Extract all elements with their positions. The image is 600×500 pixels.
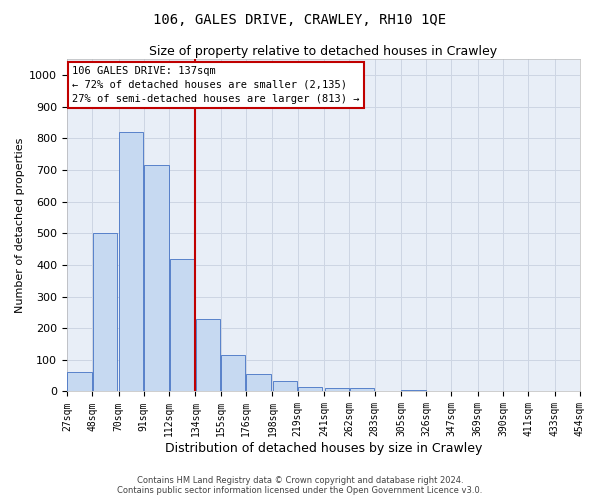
- Text: 106 GALES DRIVE: 137sqm
← 72% of detached houses are smaller (2,135)
27% of semi: 106 GALES DRIVE: 137sqm ← 72% of detache…: [72, 66, 359, 104]
- Bar: [92, 233, 117, 392]
- Bar: [196, 318, 220, 392]
- Bar: [298, 386, 322, 392]
- Bar: [221, 355, 245, 392]
- Bar: [119, 132, 143, 392]
- Bar: [273, 382, 297, 392]
- Bar: [67, 372, 92, 392]
- Bar: [325, 388, 349, 392]
- Text: Contains HM Land Registry data © Crown copyright and database right 2024.
Contai: Contains HM Land Registry data © Crown c…: [118, 476, 482, 495]
- Title: Size of property relative to detached houses in Crawley: Size of property relative to detached ho…: [149, 45, 497, 58]
- Y-axis label: Number of detached properties: Number of detached properties: [15, 138, 25, 313]
- Bar: [144, 165, 169, 392]
- Bar: [401, 390, 426, 392]
- Bar: [170, 258, 194, 392]
- Bar: [247, 374, 271, 392]
- Bar: [350, 388, 374, 392]
- X-axis label: Distribution of detached houses by size in Crawley: Distribution of detached houses by size …: [165, 442, 482, 455]
- Text: 106, GALES DRIVE, CRAWLEY, RH10 1QE: 106, GALES DRIVE, CRAWLEY, RH10 1QE: [154, 12, 446, 26]
